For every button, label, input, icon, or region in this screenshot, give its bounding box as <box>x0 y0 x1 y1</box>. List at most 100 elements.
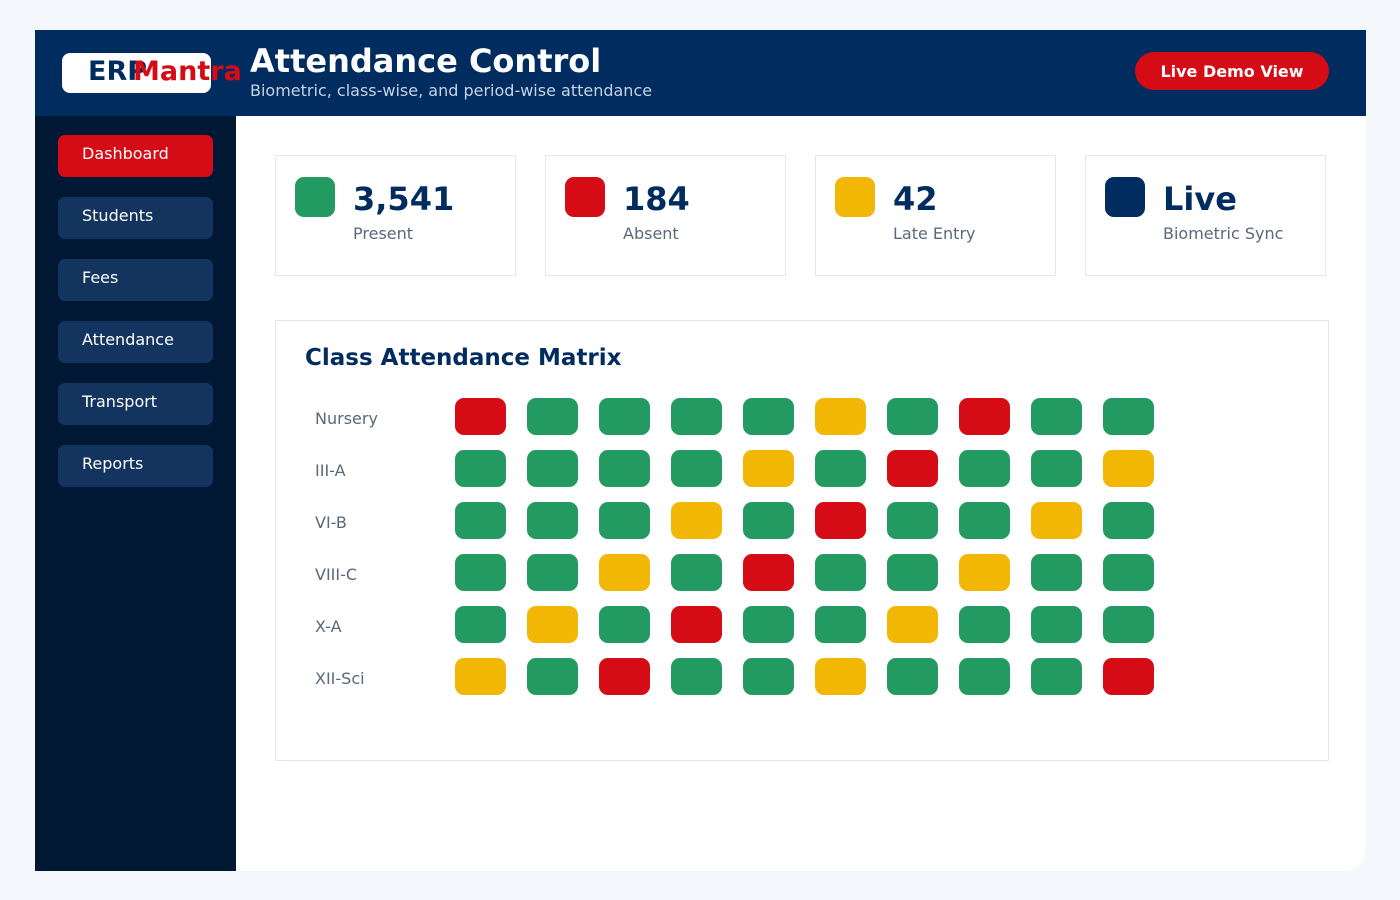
stat-card-biometric-sync: Live Biometric Sync <box>1085 155 1326 276</box>
attendance-cell-present[interactable] <box>1031 398 1082 435</box>
attendance-cell-present[interactable] <box>527 502 578 539</box>
attendance-cell-present[interactable] <box>959 450 1010 487</box>
attendance-cell-present[interactable] <box>743 398 794 435</box>
stat-value: Live <box>1163 180 1237 218</box>
attendance-cell-present[interactable] <box>1103 554 1154 591</box>
attendance-cell-late[interactable] <box>815 398 866 435</box>
attendance-cell-present[interactable] <box>743 658 794 695</box>
stat-card-present: 3,541 Present <box>275 155 516 276</box>
attendance-cell-present[interactable] <box>455 606 506 643</box>
attendance-cell-present[interactable] <box>599 502 650 539</box>
attendance-cell-present[interactable] <box>959 502 1010 539</box>
logo-text-mantra: Mantra <box>133 56 242 87</box>
brand-logo[interactable]: ERPMantra <box>62 53 242 93</box>
attendance-cell-present[interactable] <box>1031 554 1082 591</box>
attendance-cell-present[interactable] <box>959 658 1010 695</box>
sidebar-item-dashboard[interactable]: Dashboard <box>58 135 213 177</box>
live-demo-view-button[interactable]: Live Demo View <box>1135 52 1329 90</box>
attendance-cell-present[interactable] <box>527 554 578 591</box>
attendance-cell-present[interactable] <box>671 554 722 591</box>
attendance-cell-present[interactable] <box>887 502 938 539</box>
attendance-cell-absent[interactable] <box>1103 658 1154 695</box>
attendance-cell-present[interactable] <box>743 502 794 539</box>
attendance-cell-present[interactable] <box>1031 658 1082 695</box>
attendance-cell-present[interactable] <box>599 398 650 435</box>
absent-status-icon <box>565 177 605 217</box>
attendance-cell-present[interactable] <box>599 450 650 487</box>
attendance-cell-present[interactable] <box>815 606 866 643</box>
matrix-row-label: VIII-C <box>315 565 358 584</box>
sidebar-item-reports[interactable]: Reports <box>58 445 213 487</box>
attendance-cell-present[interactable] <box>887 554 938 591</box>
attendance-cell-late[interactable] <box>887 606 938 643</box>
attendance-cell-late[interactable] <box>599 554 650 591</box>
attendance-cell-present[interactable] <box>887 398 938 435</box>
matrix-row-label: VI-B <box>315 513 347 532</box>
logo-text-erp: ERP <box>88 56 148 87</box>
page-title: Attendance Control <box>250 42 602 80</box>
attendance-cell-present[interactable] <box>527 398 578 435</box>
attendance-cell-absent[interactable] <box>815 502 866 539</box>
attendance-cell-absent[interactable] <box>599 658 650 695</box>
attendance-cell-late[interactable] <box>527 606 578 643</box>
sync-status-icon <box>1105 177 1145 217</box>
attendance-cell-present[interactable] <box>455 450 506 487</box>
attendance-cell-absent[interactable] <box>887 450 938 487</box>
attendance-cell-present[interactable] <box>671 398 722 435</box>
attendance-cell-present[interactable] <box>1031 606 1082 643</box>
attendance-cell-present[interactable] <box>1031 450 1082 487</box>
attendance-cell-present[interactable] <box>959 606 1010 643</box>
attendance-cell-present[interactable] <box>887 658 938 695</box>
attendance-cell-late[interactable] <box>671 502 722 539</box>
matrix-title: Class Attendance Matrix <box>305 345 622 371</box>
header-bar: ERPMantra Attendance Control Biometric, … <box>35 30 1366 116</box>
attendance-cell-present[interactable] <box>815 554 866 591</box>
class-attendance-matrix: Class Attendance Matrix Nursery III-A VI-B… <box>275 320 1329 761</box>
attendance-cell-present[interactable] <box>455 502 506 539</box>
logo-wordmark: ERPMantra <box>88 56 242 88</box>
attendance-cell-late[interactable] <box>815 658 866 695</box>
attendance-cell-present[interactable] <box>671 658 722 695</box>
attendance-cell-present[interactable] <box>527 658 578 695</box>
matrix-row-label: XII-Sci <box>315 669 365 688</box>
matrix-row-label: Nursery <box>315 409 378 428</box>
attendance-cell-present[interactable] <box>1103 398 1154 435</box>
sidebar-item-attendance[interactable]: Attendance <box>58 321 213 363</box>
stat-label: Late Entry <box>893 224 976 243</box>
attendance-cell-present[interactable] <box>527 450 578 487</box>
attendance-cell-present[interactable] <box>815 450 866 487</box>
matrix-row-label: X-A <box>315 617 342 636</box>
attendance-cell-present[interactable] <box>455 554 506 591</box>
sidebar: Dashboard Students Fees Attendance Trans… <box>35 116 236 871</box>
attendance-cell-present[interactable] <box>599 606 650 643</box>
attendance-cell-late[interactable] <box>959 554 1010 591</box>
stat-value: 184 <box>623 180 690 218</box>
app-window: ERPMantra Attendance Control Biometric, … <box>35 30 1366 871</box>
attendance-cell-late[interactable] <box>1103 450 1154 487</box>
sidebar-item-fees[interactable]: Fees <box>58 259 213 301</box>
stat-value: 3,541 <box>353 180 455 218</box>
attendance-cell-present[interactable] <box>1103 606 1154 643</box>
stat-card-absent: 184 Absent <box>545 155 786 276</box>
page-subtitle: Biometric, class-wise, and period-wise a… <box>250 81 653 100</box>
attendance-cell-present[interactable] <box>743 606 794 643</box>
matrix-row-label: III-A <box>315 461 346 480</box>
sidebar-item-transport[interactable]: Transport <box>58 383 213 425</box>
attendance-cell-late[interactable] <box>1031 502 1082 539</box>
attendance-cell-present[interactable] <box>671 450 722 487</box>
sidebar-item-students[interactable]: Students <box>58 197 213 239</box>
attendance-cell-absent[interactable] <box>959 398 1010 435</box>
attendance-cell-late[interactable] <box>743 450 794 487</box>
stat-label: Absent <box>623 224 679 243</box>
stat-value: 42 <box>893 180 938 218</box>
stat-label: Present <box>353 224 414 243</box>
stat-label: Biometric Sync <box>1163 224 1284 243</box>
stat-card-late-entry: 42 Late Entry <box>815 155 1056 276</box>
attendance-cell-present[interactable] <box>1103 502 1154 539</box>
attendance-cell-absent[interactable] <box>671 606 722 643</box>
attendance-cell-absent[interactable] <box>455 398 506 435</box>
late-status-icon <box>835 177 875 217</box>
attendance-cell-absent[interactable] <box>743 554 794 591</box>
attendance-cell-late[interactable] <box>455 658 506 695</box>
present-status-icon <box>295 177 335 217</box>
